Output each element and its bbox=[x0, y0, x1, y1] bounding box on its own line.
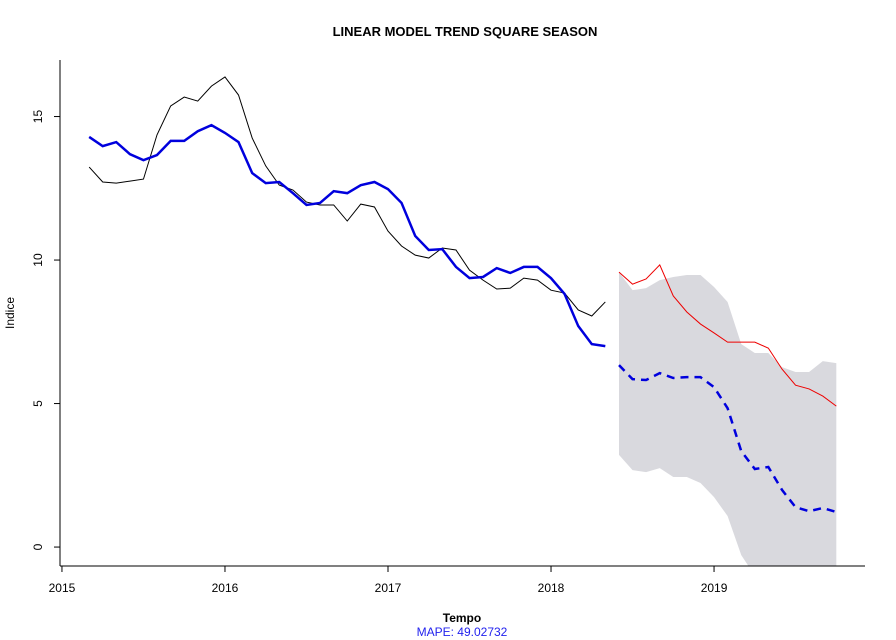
x-tick-label: 2018 bbox=[538, 581, 565, 595]
x-tick-label: 2017 bbox=[375, 581, 402, 595]
confidence-band bbox=[619, 272, 837, 566]
x-tick-label: 2019 bbox=[701, 581, 728, 595]
plot-area bbox=[88, 76, 837, 566]
y-tick-label: 5 bbox=[31, 400, 45, 407]
x-tick-label: 2015 bbox=[49, 581, 76, 595]
y-tick-label: 0 bbox=[31, 543, 45, 550]
series-line bbox=[618, 264, 837, 407]
y-axis-label: Indice bbox=[3, 297, 17, 329]
y-tick-label: 10 bbox=[31, 253, 45, 267]
chart-title: LINEAR MODEL TREND SQUARE SEASON bbox=[333, 24, 598, 39]
y-tick-label: 15 bbox=[31, 110, 45, 124]
x-axis-label: Tempo bbox=[443, 611, 481, 625]
x-tick-label: 2016 bbox=[212, 581, 239, 595]
series-line bbox=[88, 76, 606, 317]
series-line bbox=[618, 364, 837, 514]
annotation: MAPE: 49.02732 bbox=[417, 625, 508, 639]
series-line bbox=[88, 123, 606, 348]
